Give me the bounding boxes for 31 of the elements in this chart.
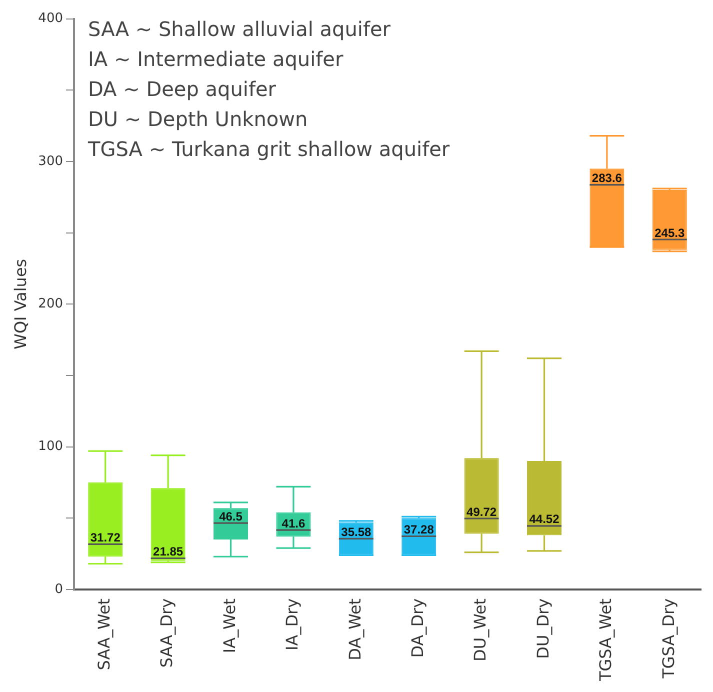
x-tick-label: SAA_Dry — [157, 598, 176, 668]
annotation: 44.52 — [529, 512, 560, 526]
annotation: 31.72 — [90, 530, 121, 544]
annotation: TGSA ~ Turkana grit shallow aquifer — [87, 137, 450, 162]
x-tick-label: TGSA_Dry — [658, 598, 678, 680]
y-tick-label: 0 — [54, 582, 64, 597]
x-tick-label: DA_Wet — [345, 598, 364, 660]
annotation: 283.6 — [592, 171, 622, 186]
annotation: 21.85 — [153, 544, 184, 559]
annotation: 49.72 — [466, 504, 497, 519]
annotation: 245.3 — [654, 226, 685, 240]
x-tick-label: DA_Dry — [408, 598, 428, 658]
x-tick-label: TGSA_Wet — [596, 598, 616, 682]
y-tick-label: 100 — [38, 439, 64, 454]
annotation: 37.28 — [404, 522, 434, 537]
annotation: SAA ~ Shallow alluvial aquifer — [88, 17, 392, 42]
y-tick-label: 300 — [38, 154, 64, 169]
annotation: 41.6 — [282, 516, 306, 530]
x-tick-label: DU_Wet — [470, 598, 490, 662]
x-tick-label: IA_Dry — [282, 598, 302, 650]
x-tick-label: DU_Dry — [533, 598, 552, 659]
y-axis-title: WQI Values — [10, 258, 30, 350]
annotation: 35.58 — [341, 524, 372, 539]
annotation: IA ~ Intermediate aquifer — [88, 47, 344, 72]
y-tick-label: 400 — [38, 11, 64, 26]
annotation: DU ~ Depth Unknown — [88, 107, 308, 132]
x-tick-label: IA_Wet — [220, 598, 239, 654]
annotation: DA ~ Deep aquifer — [88, 77, 277, 102]
annotation: 46.5 — [219, 509, 243, 524]
x-tick-label: SAA_Wet — [94, 598, 114, 670]
y-tick-label: 200 — [38, 296, 64, 312]
